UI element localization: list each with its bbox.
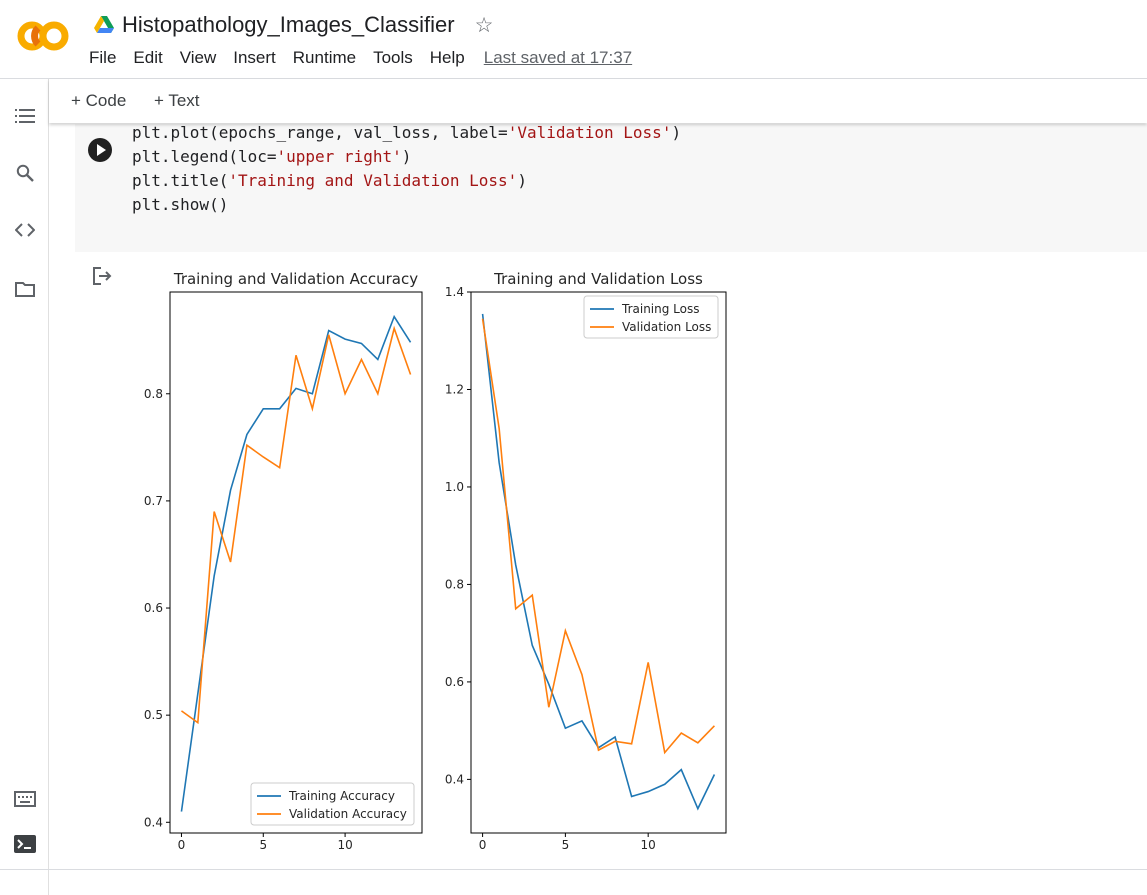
plot-frame xyxy=(470,291,727,834)
notebook-toolbar: + Code + Text xyxy=(49,79,1147,123)
chart-title: Training and Validation Accuracy xyxy=(173,270,418,288)
files-icon[interactable] xyxy=(14,278,36,300)
accuracy-chart: Training and Validation Accuracy 0 5 10 0.4 0… xyxy=(144,270,423,852)
menu-bar: File Edit View Insert Runtime Tools Help… xyxy=(89,48,649,68)
google-drive-icon[interactable] xyxy=(94,16,114,34)
menu-view[interactable]: View xyxy=(179,48,217,67)
divider xyxy=(0,869,1147,870)
colab-logo[interactable] xyxy=(16,18,72,54)
menu-help[interactable]: Help xyxy=(429,48,465,67)
menu-tools[interactable]: Tools xyxy=(373,48,413,67)
add-code-cell-button[interactable]: + Code xyxy=(71,91,127,110)
y-tick-label: 0.4 xyxy=(445,772,464,786)
menu-runtime[interactable]: Runtime xyxy=(292,48,357,67)
y-tick-label: 0.4 xyxy=(144,815,163,829)
x-tick-label: 10 xyxy=(641,838,656,852)
series-line-validation xyxy=(180,325,412,725)
add-text-cell-button[interactable]: + Text xyxy=(154,91,200,110)
y-tick-label: 1.2 xyxy=(445,382,464,396)
y-tick-label: 0.6 xyxy=(144,601,163,615)
code-cell[interactable]: plt.plot(epochs_range, val_loss, label='… xyxy=(75,121,1147,252)
x-tick-label: 5 xyxy=(259,838,267,852)
code-snippets-icon[interactable] xyxy=(14,219,36,241)
y-tick-label: 0.7 xyxy=(144,494,163,508)
terminal-icon[interactable] xyxy=(14,833,36,855)
left-sidebar xyxy=(0,79,49,895)
output-icon[interactable] xyxy=(92,266,112,286)
legend-label: Validation Accuracy xyxy=(289,807,407,821)
series-line-validation xyxy=(481,318,715,755)
notebook-header: Histopathology_Images_Classifier ☆ File … xyxy=(0,0,1147,79)
legend xyxy=(250,782,415,826)
notebook-title[interactable]: Histopathology_Images_Classifier xyxy=(122,12,455,37)
y-tick-label: 0.5 xyxy=(144,708,163,722)
legend-label: Training Accuracy xyxy=(288,789,395,803)
star-icon[interactable]: ☆ xyxy=(474,13,494,37)
x-tick-label: 0 xyxy=(479,838,487,852)
legend-label: Training Loss xyxy=(621,302,699,316)
table-of-contents-icon[interactable] xyxy=(14,105,36,127)
last-saved-link[interactable]: Last saved at 17:37 xyxy=(483,48,633,67)
legend-label: Validation Loss xyxy=(622,320,711,334)
x-tick-label: 5 xyxy=(562,838,570,852)
loss-chart: Training and Validation Loss 0 5 10 0.4 0.6 0.… xyxy=(445,270,727,852)
command-palette-icon[interactable] xyxy=(14,788,36,810)
plot-frame xyxy=(169,291,423,834)
code-editor[interactable]: plt.plot(epochs_range, val_loss, label='… xyxy=(132,121,681,217)
legend xyxy=(583,295,719,339)
x-tick-label: 0 xyxy=(178,838,186,852)
x-tick-label: 10 xyxy=(337,838,352,852)
chart-title: Training and Validation Loss xyxy=(493,270,703,288)
run-cell-icon[interactable] xyxy=(88,138,112,162)
y-tick-label: 1.0 xyxy=(445,480,464,494)
y-tick-label: 0.8 xyxy=(144,387,163,401)
menu-insert[interactable]: Insert xyxy=(233,48,276,67)
code-line: plt.plot(epochs_range, val_loss, label='… xyxy=(132,123,682,142)
search-icon[interactable] xyxy=(14,162,36,184)
menu-edit[interactable]: Edit xyxy=(133,48,163,67)
y-tick-label: 0.6 xyxy=(445,675,464,689)
code-line: plt.legend(loc='upper right') xyxy=(132,147,412,166)
code-line: plt.show() xyxy=(132,195,229,214)
menu-file[interactable]: File xyxy=(89,48,117,67)
y-tick-label: 0.8 xyxy=(445,577,464,591)
code-line: plt.title('Training and Validation Loss'… xyxy=(132,171,527,190)
y-tick-label: 1.4 xyxy=(445,285,464,299)
series-line-training xyxy=(180,314,412,812)
